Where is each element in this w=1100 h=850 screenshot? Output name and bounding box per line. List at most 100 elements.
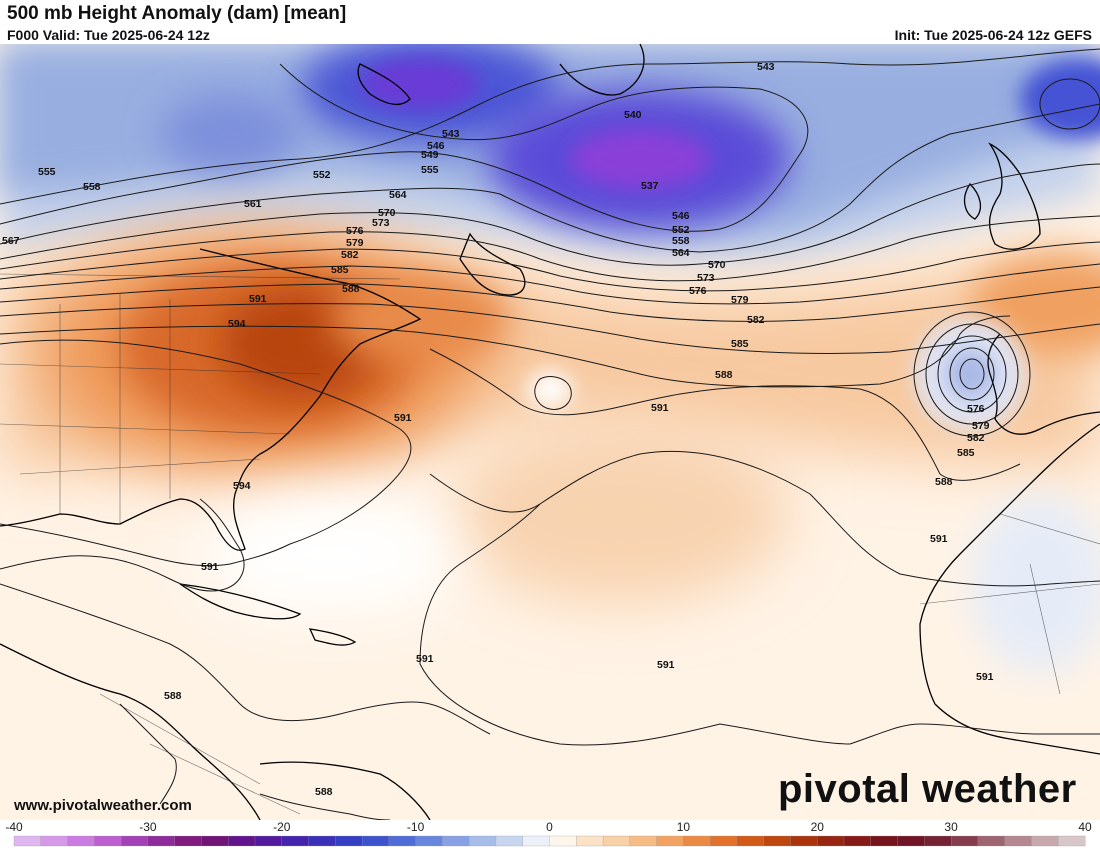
- colorbar-tick-label: -40: [5, 820, 23, 834]
- contour-label: 585: [731, 338, 749, 350]
- website-url: www.pivotalweather.com: [14, 797, 192, 814]
- colorbar-tick-label: 0: [546, 820, 553, 834]
- contour-label: 585: [331, 264, 349, 276]
- contour-label: 546: [672, 210, 690, 222]
- contour-label: 591: [930, 533, 948, 545]
- contour-label: 555: [421, 164, 439, 176]
- borders: [0, 273, 1100, 815]
- colorbar-tick-label: 40: [1078, 820, 1092, 834]
- valid-time: F000 Valid: Tue 2025-06-24 12z: [7, 27, 210, 43]
- contour-label: 537: [641, 180, 659, 192]
- colorbar-cell: [710, 835, 738, 847]
- contour-label: 579: [731, 294, 749, 306]
- contour-label: 591: [201, 561, 219, 573]
- contour-label: 543: [757, 61, 775, 73]
- colorbar-cell: [897, 835, 925, 847]
- colorbar-cell: [67, 835, 95, 847]
- anomaly-map: 543 540 537 546 552 558 564 570 573 576 …: [0, 44, 1100, 820]
- contour-label: 582: [747, 314, 765, 326]
- colorbar-cell: [736, 835, 765, 847]
- colorbar-cell: [254, 835, 283, 847]
- contour-label: 552: [672, 224, 690, 236]
- colorbar-cell: [977, 835, 1006, 847]
- height-contours: [0, 48, 1100, 820]
- colorbar-cell: [1058, 835, 1086, 847]
- contour-label: 579: [346, 237, 364, 249]
- contour-label: 588: [935, 476, 953, 488]
- map-title: 500 mb Height Anomaly (dam) [mean]: [7, 3, 347, 24]
- contour-label: 558: [83, 181, 101, 193]
- contour-label: 573: [697, 272, 715, 284]
- contour-label: 555: [38, 166, 56, 178]
- colorbar-tick-label: -20: [273, 820, 291, 834]
- contour-label: 567: [2, 235, 20, 247]
- contour-label: 576: [967, 403, 985, 415]
- colorbar-cell: [469, 835, 497, 847]
- pivotal-weather-logo: pivotal weather: [778, 767, 1077, 811]
- contour-label: 588: [164, 690, 182, 702]
- colorbar: -40 -30 -20 -10 0 10 20 30 40: [0, 820, 1100, 850]
- colorbar-cell: [308, 835, 336, 847]
- colorbar-cell: [442, 835, 470, 847]
- contour-label: 579: [972, 420, 990, 432]
- contour-label: 591: [657, 659, 675, 671]
- colorbar-ticks: -40 -30 -20 -10 0 10 20 30 40: [5, 820, 1092, 834]
- contour-label: 591: [249, 293, 267, 305]
- contour-label: 594: [233, 480, 251, 492]
- contour-label: 594: [228, 318, 246, 330]
- contour-label: 591: [651, 402, 669, 414]
- init-time: Init: Tue 2025-06-24 12z GEFS: [894, 27, 1092, 43]
- contour-label: 570: [708, 259, 726, 271]
- contour-label: 564: [389, 189, 407, 201]
- contour-label: 570: [378, 207, 396, 219]
- colorbar-cell: [924, 835, 952, 847]
- contour-label: 588: [315, 786, 333, 798]
- colorbar-cell: [13, 835, 42, 847]
- contour-label: 549: [421, 149, 439, 161]
- contour-label: 582: [341, 249, 359, 261]
- colorbar-cell: [629, 835, 658, 847]
- colorbar-cell: [576, 835, 604, 847]
- colorbar-cell: [120, 835, 149, 847]
- contour-label: 552: [313, 169, 331, 181]
- contour-label: 576: [689, 285, 707, 297]
- colorbar-cell: [201, 835, 229, 847]
- colorbar-cell: [790, 835, 818, 847]
- contour-label: 585: [957, 447, 975, 459]
- colorbar-cell: [495, 835, 524, 847]
- contour-label: 558: [672, 235, 690, 247]
- contour-label: 588: [342, 283, 360, 295]
- contour-label: 591: [394, 412, 412, 424]
- contour-label: 591: [416, 653, 434, 665]
- contour-label: 546: [427, 140, 445, 152]
- colorbar-tick-label: 10: [677, 820, 691, 834]
- colorbar-cell: [1004, 835, 1032, 847]
- contour-label: 582: [967, 432, 985, 444]
- colorbar-cell: [415, 835, 443, 847]
- contour-label: 573: [372, 217, 390, 229]
- colorbar-cell: [388, 835, 417, 847]
- colorbar-cell: [361, 835, 390, 847]
- contour-labels: 543 540 537 546 552 558 564 570 573 576 …: [2, 61, 994, 798]
- colorbar-tick-label: -30: [139, 820, 157, 834]
- contour-label: 564: [672, 247, 690, 259]
- colorbar-svg: -40 -30 -20 -10 0 10 20 30 40: [5, 820, 1092, 847]
- contour-label: 540: [624, 109, 642, 121]
- colorbar-cell: [656, 835, 684, 847]
- colorbar-cell: [94, 835, 122, 847]
- contour-label: 543: [442, 128, 460, 140]
- colorbar-cell: [174, 835, 202, 847]
- colorbar-cell: [817, 835, 845, 847]
- colorbar-cell: [335, 835, 363, 847]
- contour-label: 588: [715, 369, 733, 381]
- colorbar-cell: [281, 835, 309, 847]
- contour-label: 576: [346, 225, 364, 237]
- contour-label: 591: [976, 671, 994, 683]
- colorbar-cell: [549, 835, 577, 847]
- colorbar-tick-label: 30: [944, 820, 958, 834]
- colorbar-cell: [147, 835, 176, 847]
- colorbar-cell: [870, 835, 899, 847]
- colorbar-cell: [683, 835, 711, 847]
- colorbar-cell: [602, 835, 631, 847]
- colorbar-cells: [13, 835, 1086, 847]
